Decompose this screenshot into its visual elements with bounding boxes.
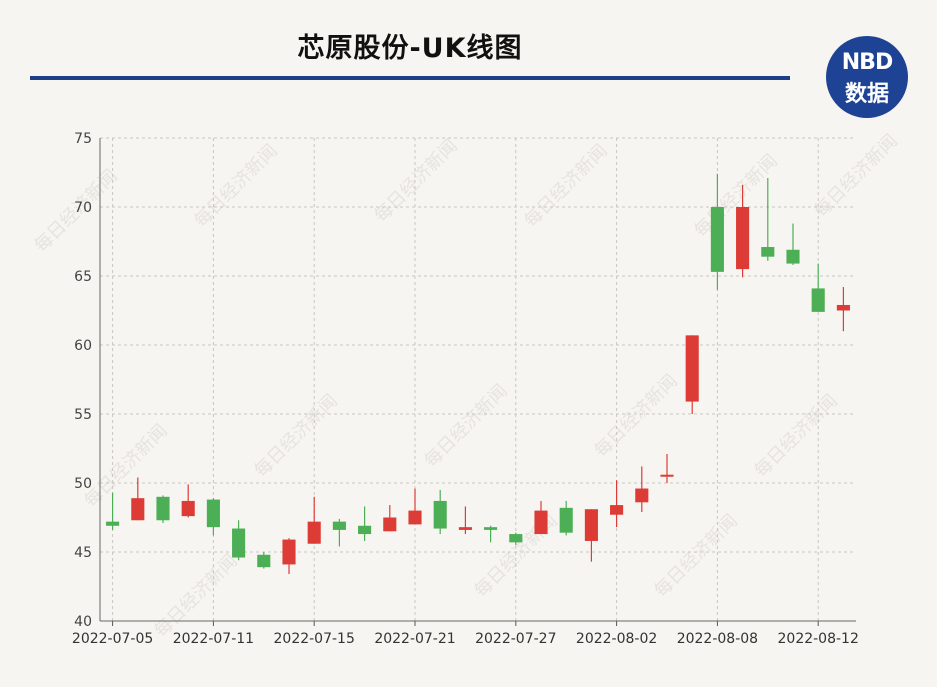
candle-body — [458, 527, 472, 530]
candle — [584, 509, 598, 562]
candle — [307, 496, 321, 544]
candle — [131, 477, 145, 521]
candle — [433, 489, 447, 535]
x-tick-label: 2022-07-21 — [374, 631, 455, 647]
candle-body — [509, 534, 523, 543]
candle-body — [635, 488, 649, 503]
watermark-text: 每日经济新闻 — [191, 141, 282, 232]
candle — [408, 488, 422, 525]
x-tick-label: 2022-07-11 — [173, 631, 254, 647]
y-tick-label: 50 — [74, 476, 92, 492]
candle-body — [433, 500, 447, 529]
candle-body — [685, 335, 699, 402]
candle-body — [660, 474, 674, 477]
x-tick-label: 2022-08-08 — [677, 631, 758, 647]
candle-body — [282, 539, 296, 565]
axis-layer: 40 45 50 55 60 65 70 75 2022-07-05 2022-07-11 2022… — [72, 131, 859, 647]
y-tick-label: 75 — [74, 131, 92, 147]
candle-body — [484, 527, 498, 530]
candle — [181, 484, 195, 518]
candle — [206, 498, 220, 536]
candle-body — [786, 249, 800, 264]
candle-body — [559, 507, 573, 533]
candle — [534, 500, 548, 535]
candle — [509, 532, 523, 546]
candle — [282, 538, 296, 575]
watermark-text: 每日经济新闻 — [371, 136, 462, 227]
candle-body — [736, 207, 750, 270]
candle-body — [584, 509, 598, 541]
x-tick-label: 2022-07-27 — [475, 631, 556, 647]
candle — [736, 184, 750, 278]
candle-body — [206, 499, 220, 528]
candle-body — [836, 304, 850, 311]
candle — [811, 263, 825, 312]
candle — [685, 335, 699, 414]
candle — [257, 552, 271, 569]
candle-body — [181, 500, 195, 517]
candle — [358, 506, 372, 541]
watermark-text: 每日经济新闻 — [521, 141, 612, 232]
logo-text-top: NBD — [841, 50, 893, 75]
watermark-text: 每日经济新闻 — [591, 371, 682, 462]
candle — [761, 178, 775, 261]
y-tick-label: 55 — [74, 407, 92, 423]
candle — [559, 500, 573, 536]
candle — [660, 454, 674, 483]
y-tick-label: 40 — [74, 614, 92, 630]
candle — [232, 520, 246, 561]
x-tick-label: 2022-08-12 — [778, 631, 859, 647]
title-underline — [30, 76, 790, 80]
y-tick-label: 65 — [74, 269, 92, 285]
candle — [484, 525, 498, 543]
y-tick-label: 70 — [74, 200, 92, 216]
candle — [635, 466, 649, 512]
candle — [836, 287, 850, 332]
candle — [786, 223, 800, 265]
candle-body — [383, 517, 397, 532]
x-tick-label: 2022-07-15 — [274, 631, 355, 647]
watermark-text: 每日经济新闻 — [251, 391, 342, 482]
candle-layer — [106, 173, 850, 575]
candle-body — [811, 288, 825, 312]
candle-body — [307, 521, 321, 544]
chart-title: 芯原股份-UK线图 — [297, 33, 523, 64]
candle — [710, 173, 724, 290]
y-tick-label: 60 — [74, 338, 92, 354]
candle-body — [156, 496, 170, 521]
logo-text-bottom: 数据 — [844, 82, 889, 107]
candle-body — [358, 525, 372, 535]
candle-body — [131, 498, 145, 521]
candle-body — [332, 521, 346, 530]
candle-body — [106, 521, 120, 526]
candle — [383, 505, 397, 532]
x-tick-label: 2022-08-02 — [576, 631, 657, 647]
candle — [610, 480, 624, 528]
candle-body — [610, 505, 624, 515]
x-tick-label: 2022-07-05 — [72, 631, 153, 647]
watermark-text: 每日经济新闻 — [811, 131, 902, 222]
candle — [106, 492, 120, 530]
watermark-text: 每日经济新闻 — [751, 391, 842, 482]
watermark-text: 每日经济新闻 — [151, 551, 242, 642]
chart-header: 芯原股份-UK线图 NBD 数据 — [0, 0, 937, 118]
candle — [332, 518, 346, 547]
watermark-text: 每日经济新闻 — [421, 381, 512, 472]
candle-body — [761, 247, 775, 257]
candle — [458, 506, 472, 535]
candle-body — [408, 510, 422, 525]
candle-body — [534, 510, 548, 535]
watermark-text: 每日经济新闻 — [651, 511, 742, 602]
nbd-logo: NBD 数据 — [826, 36, 908, 118]
candle-body — [710, 207, 724, 272]
candle-body — [232, 528, 246, 558]
y-tick-label: 45 — [74, 545, 92, 561]
candle — [156, 495, 170, 524]
candle-body — [257, 554, 271, 568]
